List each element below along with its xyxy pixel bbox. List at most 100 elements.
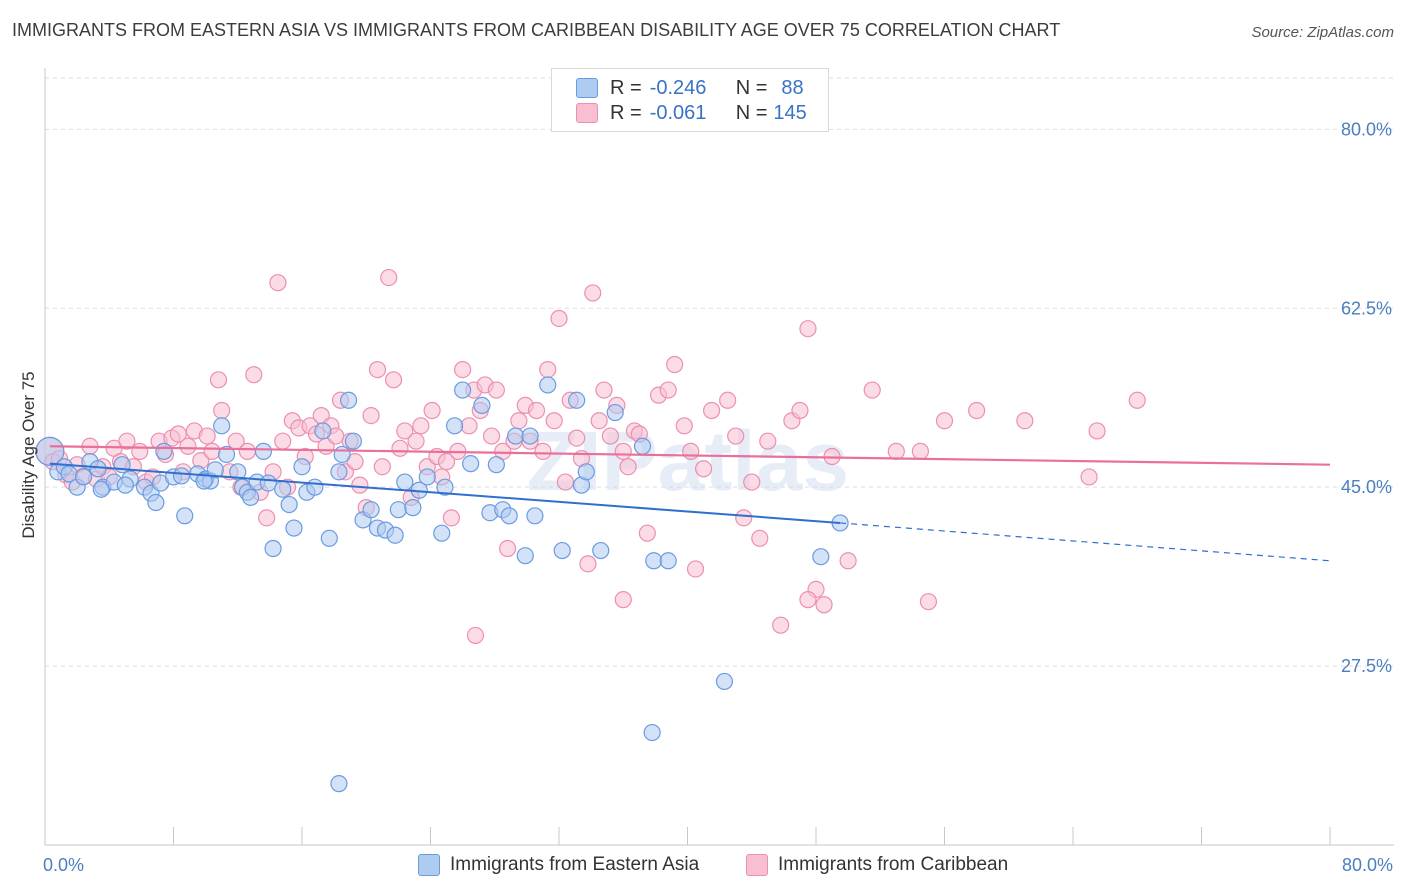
eastern-asia-point: [592, 541, 610, 560]
eastern-asia-point: [445, 417, 464, 435]
caribbean-point: [686, 560, 705, 578]
eastern-asia-point: [229, 463, 247, 481]
legend-n-value: 145: [773, 101, 807, 124]
caribbean-point: [595, 381, 613, 399]
eastern-asia-point: [339, 391, 358, 409]
caribbean-point: [203, 442, 221, 460]
eastern-asia-point: [314, 422, 332, 440]
caribbean-point: [735, 509, 753, 527]
caribbean-point: [799, 320, 817, 338]
eastern-asia-point: [259, 474, 277, 492]
data-points: [35, 268, 1146, 793]
caribbean-point: [545, 412, 563, 430]
eastern-asia-point: [553, 541, 571, 560]
eastern-asia-point: [418, 468, 436, 486]
caribbean-point: [539, 360, 557, 379]
caribbean-point: [460, 417, 478, 435]
caribbean-point: [935, 412, 954, 430]
caribbean-point: [719, 391, 737, 409]
caribbean-point: [437, 453, 456, 471]
caribbean-point: [368, 360, 387, 379]
eastern-asia-point: [462, 455, 480, 473]
bottom-legend-label: Immigrants from Caribbean: [778, 854, 1009, 875]
eastern-asia-trend-line: [49, 462, 841, 524]
y-tick-label: 62.5%: [1341, 298, 1392, 318]
caribbean-point: [772, 616, 790, 634]
bottom-legend-caribbean: Immigrants from Caribbean: [746, 852, 1008, 878]
eastern-asia-point: [285, 519, 303, 537]
caribbean-point: [209, 371, 228, 389]
caribbean-point: [527, 401, 546, 420]
eastern-asia-point: [812, 548, 830, 566]
y-axis-label: Disability Age Over 75: [19, 371, 38, 538]
caribbean-point: [568, 429, 586, 447]
caribbean-point: [919, 593, 938, 611]
legend-row-eastern-asia: R = -0.246 N = 88: [576, 76, 804, 100]
legend-swatch-caribbean: [576, 103, 598, 123]
caribbean-point: [534, 442, 552, 460]
legend-n-label: N =: [735, 101, 768, 124]
eastern-asia-point: [715, 672, 734, 691]
eastern-asia-point: [526, 507, 544, 525]
eastern-asia-point: [386, 526, 404, 544]
eastern-asia-point: [362, 501, 380, 519]
bottom-swatch-caribbean: [746, 854, 768, 876]
caribbean-point: [245, 366, 263, 384]
caribbean-point: [702, 401, 721, 420]
caribbean-point: [791, 401, 809, 420]
caribbean-point: [1088, 422, 1106, 440]
caribbean-point: [351, 476, 369, 494]
caribbean-point: [510, 412, 528, 430]
eastern-asia-point: [404, 499, 422, 517]
eastern-asia-point: [293, 458, 311, 476]
caribbean-point: [911, 442, 930, 460]
bottom-legend-label: Immigrants from Eastern Asia: [450, 854, 700, 875]
eastern-asia-point: [306, 478, 324, 496]
legend-swatch-eastern-asia: [576, 78, 598, 98]
caribbean-point: [968, 401, 986, 420]
caribbean-point: [213, 401, 231, 420]
caribbean-point: [373, 458, 391, 476]
eastern-asia-point: [330, 775, 348, 793]
eastern-asia-point: [454, 381, 472, 399]
chart-title: IMMIGRANTS FROM EASTERN ASIA VS IMMIGRAN…: [12, 20, 1061, 40]
eastern-asia-point: [74, 468, 93, 486]
eastern-asia-point: [195, 472, 213, 490]
caribbean-point: [487, 381, 505, 399]
bottom-legend-eastern-asia: Immigrants from Eastern Asia: [418, 852, 699, 878]
eastern-asia-point: [176, 507, 194, 525]
caribbean-point: [442, 509, 460, 527]
eastern-asia-point: [274, 480, 292, 498]
caribbean-point: [675, 417, 693, 435]
caribbean-point: [1128, 391, 1146, 409]
eastern-asia-point: [568, 391, 586, 409]
eastern-asia-point: [577, 463, 595, 481]
caribbean-point: [584, 284, 602, 302]
eastern-asia-point: [507, 427, 525, 445]
eastern-asia-point: [659, 552, 677, 570]
caribbean-point: [863, 381, 881, 399]
eastern-asia-point: [264, 539, 282, 558]
caribbean-point: [1080, 468, 1098, 486]
eastern-asia-point: [606, 403, 624, 422]
y-tick-label: 27.5%: [1341, 656, 1392, 676]
caribbean-point: [423, 401, 441, 420]
caribbean-point: [454, 360, 472, 379]
caribbean-point: [815, 596, 833, 614]
caribbean-point: [590, 412, 608, 430]
caribbean-point: [396, 422, 414, 440]
caribbean-point: [619, 458, 637, 476]
caribbean-point: [743, 473, 761, 491]
x-tick-label: 0.0%: [43, 855, 84, 875]
bottom-swatch-eastern-asia: [418, 854, 440, 876]
eastern-asia-point: [643, 723, 661, 742]
eastern-asia-point: [89, 460, 107, 478]
eastern-asia-point: [633, 437, 652, 455]
eastern-asia-point: [280, 495, 298, 514]
eastern-asia-point: [396, 473, 414, 491]
eastern-asia-point: [35, 436, 65, 466]
caribbean-point: [274, 432, 292, 450]
caribbean-point: [839, 552, 857, 570]
caribbean-point: [238, 442, 256, 460]
